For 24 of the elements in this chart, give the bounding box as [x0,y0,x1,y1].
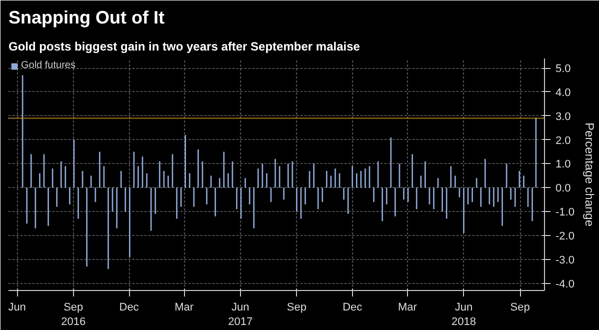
x-tick-label: Sep 2016 [61,302,86,328]
y-tick-label: -1.0 [556,206,574,219]
x-tick-label: Mar [174,302,194,314]
x-tick-label: Dec [119,302,140,314]
y-tick-label: 0.0 [556,182,571,195]
y-tick-label: -4.0 [556,278,574,290]
y-tick-label: -2.0 [556,230,574,242]
x-tick-label: Jun [8,302,26,314]
y-tick-label: 5.0 [556,63,571,76]
y-tick-label: 3.0 [556,110,571,123]
chart-title: Snapping Out of It [8,8,164,28]
y-tick-label: 1.0 [556,158,571,171]
x-tick-label: Sep [286,302,306,314]
chart-subtitle: Gold posts biggest gain in two years after September malaise [8,40,360,54]
y-tick-label: 2.0 [556,134,571,147]
legend-label: Gold futures [21,60,76,71]
y-axis-title: Percentage change [582,122,596,227]
x-tick-label: Mar [398,302,418,314]
x-tick-label: Sep [510,302,530,314]
x-tick-label: Dec [342,302,363,314]
y-tick-label: -3.0 [556,254,574,266]
y-tick-label: 4.0 [556,86,571,99]
x-tick-label: Jun 2018 [452,302,476,328]
x-tick-label: Jun 2017 [228,302,253,328]
